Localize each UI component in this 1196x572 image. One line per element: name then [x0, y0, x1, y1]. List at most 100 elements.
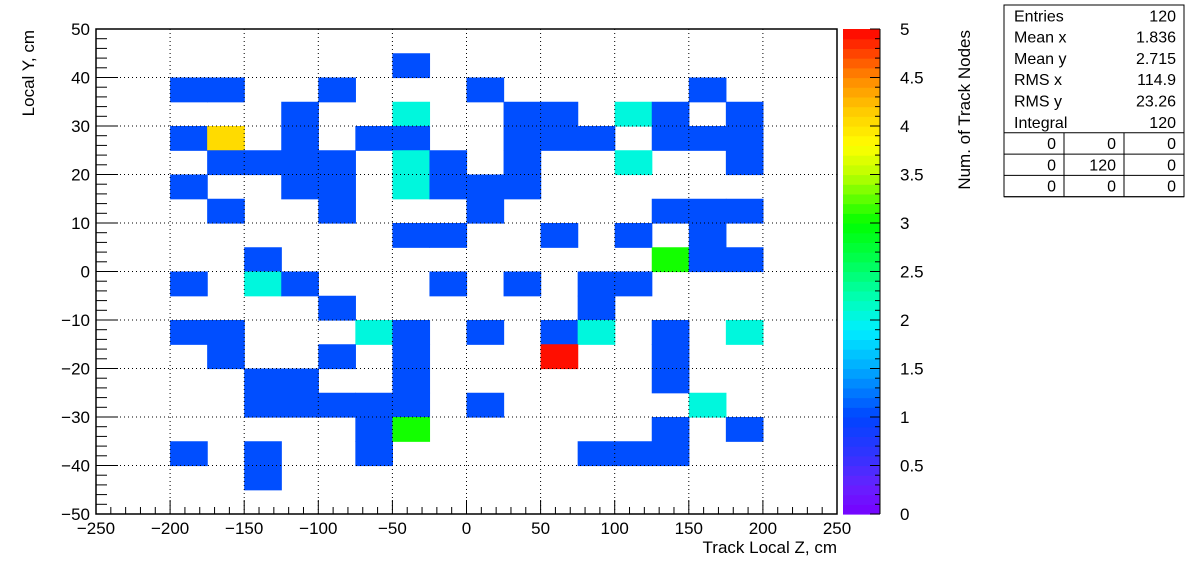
- y-tick-label: −50: [61, 505, 90, 524]
- palette-swatch: [843, 252, 880, 263]
- y-tick-label: −30: [61, 408, 90, 427]
- palette-swatch: [843, 310, 880, 321]
- heatmap-cell: [429, 150, 468, 176]
- palette-swatch: [843, 397, 880, 408]
- heatmap-cell: [540, 126, 579, 151]
- heatmap-cell: [540, 344, 579, 370]
- stats-label: Entries: [1014, 8, 1064, 25]
- heatmap-cell: [207, 320, 245, 345]
- heatmap-cell: [170, 174, 208, 200]
- x-tick-label: 0: [462, 519, 471, 538]
- z-tick-label: 2.5: [900, 263, 924, 282]
- palette-swatch: [843, 174, 880, 185]
- palette-swatch: [843, 232, 880, 243]
- heatmap-cell: [466, 320, 505, 345]
- stats-grid-cell: 0: [1107, 136, 1116, 153]
- heatmap-cell: [244, 392, 282, 418]
- y-tick-label: 30: [71, 117, 90, 136]
- z-tick-label: 3: [900, 214, 909, 233]
- x-tick-label: −150: [225, 519, 263, 538]
- x-tick-label: −200: [151, 519, 189, 538]
- heatmap-cell: [503, 126, 542, 151]
- heatmap-cell: [725, 247, 764, 273]
- heatmap-cell: [429, 271, 468, 297]
- y-tick-label: 20: [71, 166, 90, 185]
- heatmap-cell: [614, 223, 653, 248]
- y-tick-label: −10: [61, 311, 90, 330]
- heatmap-cell: [466, 174, 505, 200]
- heatmap-cell: [688, 247, 727, 273]
- z-tick-label: 3.5: [900, 166, 924, 185]
- stats-value: 120: [1149, 115, 1176, 132]
- x-tick-label: 250: [823, 519, 851, 538]
- heatmap-cell: [244, 271, 282, 297]
- palette-swatch: [843, 213, 880, 224]
- heatmap-cell: [614, 271, 653, 297]
- heatmap-cell: [355, 392, 393, 418]
- palette-swatch: [843, 378, 880, 389]
- heatmap-cell: [651, 344, 690, 370]
- x-axis: −250 −200 −150 −100 −50 0 50 100 150 200 250: [77, 500, 851, 538]
- palette-swatch: [843, 271, 880, 282]
- heatmap-cell: [651, 320, 690, 345]
- heatmap-cell: [392, 223, 431, 248]
- heatmap-cell: [207, 150, 245, 176]
- palette-swatch: [843, 164, 880, 176]
- heatmap-cell: [725, 417, 764, 442]
- heatmap-cell: [318, 174, 356, 200]
- z-tick-label: 5: [900, 20, 909, 39]
- heatmap-cell: [688, 126, 727, 151]
- heatmap-cell: [281, 150, 319, 176]
- palette-swatch: [843, 320, 880, 331]
- z-tick-label: 1.5: [900, 360, 924, 379]
- heatmap-cell: [651, 247, 690, 273]
- heatmap-cell: [170, 441, 208, 467]
- stats-grid-cell: 0: [1047, 179, 1056, 196]
- palette-swatch: [843, 184, 880, 195]
- y-axis: −50 −40 −30 −20 −10 0 10 20 30 40 50: [61, 20, 118, 524]
- heatmap-cells: [170, 53, 764, 491]
- heatmap-cell: [392, 126, 431, 151]
- palette-swatch: [843, 329, 880, 340]
- heatmap-cell: [651, 417, 690, 442]
- heatmap-cell: [318, 150, 356, 176]
- heatmap-cell: [244, 368, 282, 394]
- palette-swatch: [843, 48, 880, 59]
- heatmap-cell: [651, 126, 690, 151]
- heatmap-cell: [281, 368, 319, 394]
- heatmap-cell: [281, 271, 319, 297]
- stats-label: RMS x: [1014, 72, 1062, 89]
- palette-swatch: [843, 446, 880, 457]
- heatmap-cell: [466, 77, 505, 103]
- color-palette: 0 0.5 1 1.5 2 2.5 3 3.5 4 4.5 5: [843, 20, 924, 524]
- heatmap-cell: [503, 150, 542, 176]
- palette-swatch: [843, 96, 880, 108]
- palette-swatch: [843, 135, 880, 146]
- heatmap-cell: [614, 101, 653, 127]
- heatmap-cell: [725, 150, 764, 176]
- heatmap-cell: [577, 441, 616, 467]
- x-tick-label: −250: [77, 519, 115, 538]
- palette-swatch: [843, 116, 880, 127]
- palette-swatch: [843, 203, 880, 214]
- heatmap-cell: [355, 126, 393, 151]
- heatmap-cell: [466, 392, 505, 418]
- palette-swatch: [843, 290, 880, 302]
- heatmap-cell: [392, 392, 431, 418]
- z-tick-label: 4: [900, 117, 909, 136]
- palette-swatch: [843, 484, 880, 496]
- heatmap-cell: [207, 126, 245, 151]
- palette-swatch: [843, 368, 880, 379]
- palette-swatch: [843, 358, 880, 370]
- z-tick-label: 2: [900, 311, 909, 330]
- stats-label: Mean y: [1014, 51, 1066, 68]
- heatmap-cell: [318, 344, 356, 370]
- heatmap-cell: [429, 174, 468, 200]
- heatmap-cell: [244, 441, 282, 467]
- y-axis-title: Local Y, cm: [19, 30, 38, 116]
- heatmap-cell: [170, 271, 208, 297]
- heatmap-cell: [688, 392, 727, 418]
- heatmap-cell: [392, 150, 431, 176]
- heatmap-cell: [170, 77, 208, 103]
- stats-grid-cell: 0: [1047, 157, 1056, 174]
